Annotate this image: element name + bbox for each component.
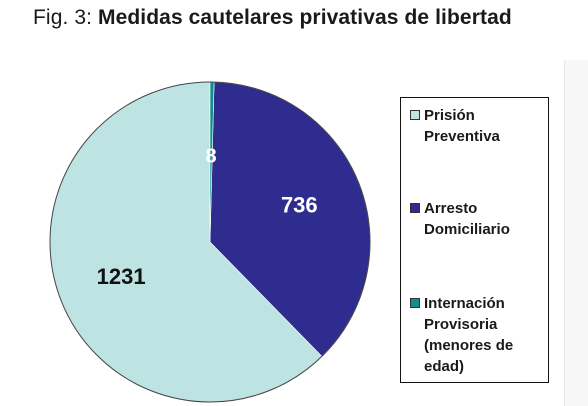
legend-item-1: Prisión Preventiva bbox=[410, 105, 544, 147]
data-label-1: 1231 bbox=[97, 264, 146, 289]
legend-item-2: Arresto Domiciliario bbox=[410, 198, 544, 240]
figure-title: Medidas cautelares privativas de liberta… bbox=[98, 6, 512, 29]
legend-swatch bbox=[410, 110, 420, 120]
legend-label: Arresto Domiciliario bbox=[424, 200, 510, 238]
chart-title: Fig. 3: Medidas cautelares privativas de… bbox=[33, 6, 512, 30]
legend-item-3: Internación Provisoria (menores de edad) bbox=[410, 293, 544, 377]
legend: Prisión Preventiva Arresto Domiciliario In… bbox=[400, 97, 549, 383]
side-panel bbox=[564, 60, 588, 406]
legend-label: Internación Provisoria (menores de edad) bbox=[424, 295, 514, 375]
pie-outline bbox=[49, 81, 371, 403]
legend-swatch bbox=[410, 203, 420, 213]
legend-label: Prisión Preventiva bbox=[424, 107, 500, 145]
figure-number: Fig. 3: bbox=[33, 6, 93, 29]
legend-swatch bbox=[410, 298, 420, 308]
data-label-2: 736 bbox=[281, 193, 318, 218]
data-label-3: 8 bbox=[206, 145, 217, 167]
